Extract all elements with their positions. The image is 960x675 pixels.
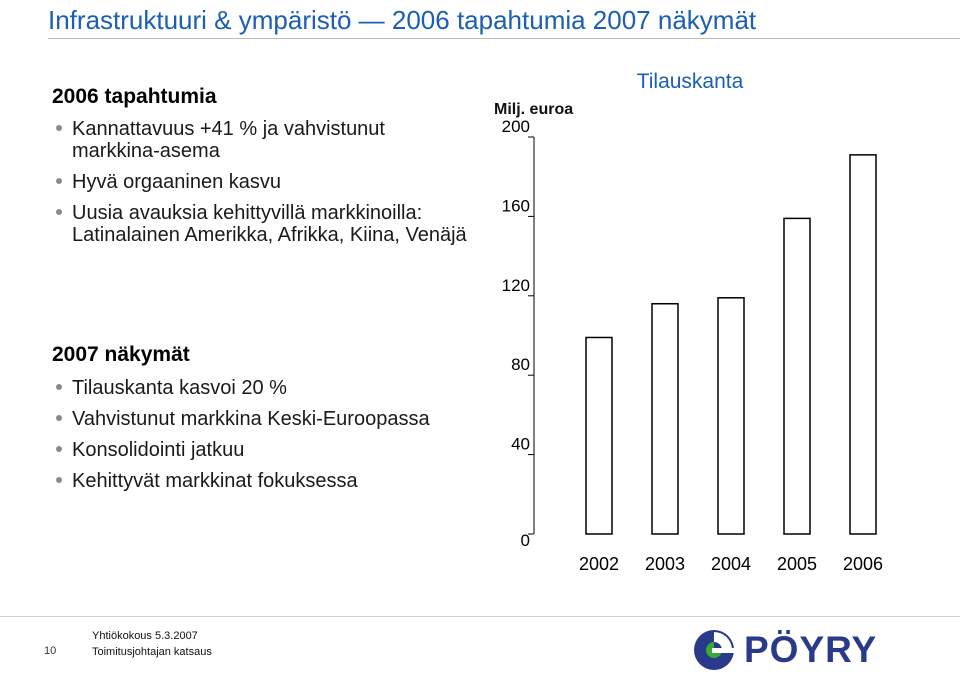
y-tick-label: 160 bbox=[502, 196, 530, 215]
chart-x-axis: 2002 2003 2004 2005 2006 bbox=[579, 554, 883, 574]
poyry-logo: PÖYRY bbox=[692, 628, 954, 672]
poyry-logo-icon bbox=[694, 630, 734, 670]
bullet-list-2006: Kannattavuus +41 % ja vahvistunut markki… bbox=[52, 118, 472, 255]
x-tick-label: 2005 bbox=[777, 554, 817, 574]
chart-bars bbox=[585, 154, 877, 535]
bar-2006 bbox=[849, 154, 877, 535]
bullet-text: Kannattavuus +41 % ja vahvistunut markki… bbox=[72, 118, 385, 162]
bar-2002 bbox=[585, 336, 613, 535]
section-heading-2007: 2007 näkymät bbox=[52, 343, 190, 366]
bar-2005 bbox=[783, 217, 811, 535]
list-item: Tilauskanta kasvoi 20 % bbox=[52, 377, 472, 399]
bullet-icon bbox=[56, 178, 62, 184]
list-item: Kehittyvät markkinat fokuksessa bbox=[52, 470, 472, 492]
y-tick-label: 200 bbox=[502, 117, 530, 136]
logo-wordmark: PÖYRY bbox=[744, 629, 878, 670]
section-heading-2006: 2006 tapahtumia bbox=[52, 85, 217, 108]
page-number: 10 bbox=[44, 645, 57, 657]
list-item: Vahvistunut markkina Keski-Euroopassa bbox=[52, 408, 472, 430]
x-tick-label: 2004 bbox=[711, 554, 751, 574]
bullet-list-2007: Tilauskanta kasvoi 20 % Vahvistunut mark… bbox=[52, 377, 472, 501]
chart-title: Tilauskanta bbox=[637, 70, 744, 93]
slide-title: Infrastruktuuri & ympäristö — 2006 tapah… bbox=[48, 5, 757, 35]
bar-2004 bbox=[717, 297, 745, 535]
y-tick-label: 120 bbox=[502, 276, 530, 295]
y-tick-label: 0 bbox=[521, 531, 530, 550]
x-tick-label: 2003 bbox=[645, 554, 685, 574]
list-item: Kannattavuus +41 % ja vahvistunut markki… bbox=[52, 118, 472, 162]
footer-date-line: Yhtiökokous 5.3.2007 bbox=[92, 630, 198, 642]
bullet-text: Hyvä orgaaninen kasvu bbox=[72, 171, 282, 193]
y-tick-label: 40 bbox=[511, 435, 530, 454]
chart-y-axis-label: Milj. euroa bbox=[494, 101, 573, 118]
list-item: Konsolidointi jatkuu bbox=[52, 439, 472, 461]
bullet-text: Tilauskanta kasvoi 20 % bbox=[72, 377, 287, 399]
bullet-icon bbox=[56, 446, 62, 452]
x-tick-label: 2002 bbox=[579, 554, 619, 574]
bullet-icon bbox=[56, 477, 62, 483]
x-tick-label: 2006 bbox=[843, 554, 883, 574]
bullet-text: Konsolidointi jatkuu bbox=[72, 439, 245, 461]
title-divider bbox=[48, 38, 960, 39]
list-item: Uusia avauksia kehittyvillä markkinoilla… bbox=[52, 202, 472, 246]
bar-2003 bbox=[651, 302, 679, 535]
bullet-text: Kehittyvät markkinat fokuksessa bbox=[72, 470, 358, 492]
bullet-text: Vahvistunut markkina Keski-Euroopassa bbox=[72, 408, 430, 430]
y-tick-label: 80 bbox=[511, 355, 530, 374]
footer-subtitle-line: Toimitusjohtajan katsaus bbox=[92, 646, 212, 658]
footer-text: Yhtiökokous 5.3.2007 Toimitusjohtajan ka… bbox=[92, 628, 212, 660]
list-item: Hyvä orgaaninen kasvu bbox=[52, 171, 472, 193]
order-backlog-chart: Tilauskanta Milj. euroa 0 40 80 120 160 200 2… bbox=[494, 70, 883, 574]
bullet-icon bbox=[56, 125, 62, 131]
bullet-text: Uusia avauksia kehittyvillä markkinoilla… bbox=[72, 202, 467, 246]
bullet-icon bbox=[56, 384, 62, 390]
bullet-icon bbox=[56, 209, 62, 215]
bullet-icon bbox=[56, 415, 62, 421]
footer-divider bbox=[0, 616, 960, 617]
chart-y-axis: 0 40 80 120 160 200 bbox=[502, 117, 535, 550]
